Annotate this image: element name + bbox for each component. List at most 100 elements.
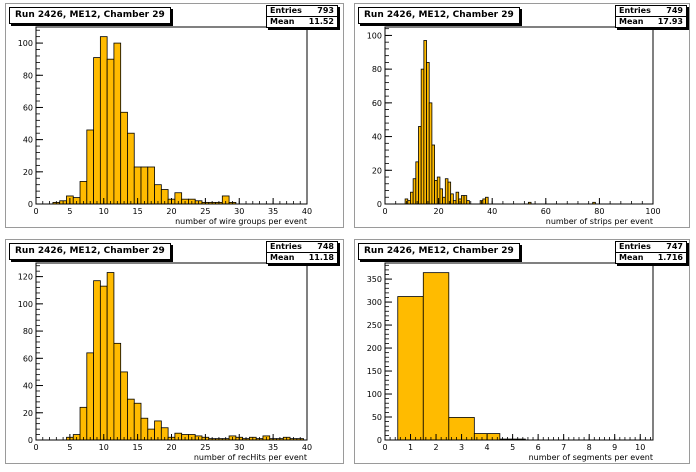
stats-box: Entries 749 Mean 17.93 <box>615 5 687 28</box>
stats-box: Entries 793 Mean 11.52 <box>266 5 338 28</box>
y-tick-label: 0 <box>28 436 33 445</box>
x-tick-label: 25 <box>200 207 210 216</box>
histogram-plot: 0 5 10 15 20 25 30 35 40 0 20 40 60 80 100 120 number of… <box>18 262 312 462</box>
y-tick-label: 40 <box>372 133 382 142</box>
y-tick-label: 0 <box>377 200 382 209</box>
x-axis-label: number of wire groups per event <box>175 217 307 226</box>
mean-label: Mean <box>270 17 295 26</box>
histogram-bar <box>407 200 411 205</box>
x-tick-label: 6 <box>536 443 541 452</box>
histogram-bar <box>463 195 468 205</box>
x-tick-label: 7 <box>561 443 566 452</box>
entries-value: 749 <box>666 6 683 15</box>
entries-value: 747 <box>666 242 683 251</box>
y-tick-label: 150 <box>367 367 382 376</box>
x-tick-label: 5 <box>67 207 72 216</box>
x-tick-label: 0 <box>382 443 387 452</box>
entries-label: Entries <box>270 6 302 15</box>
x-tick-label: 0 <box>33 443 38 452</box>
x-tick-label: 30 <box>234 443 244 452</box>
x-tick-label: 20 <box>166 443 176 452</box>
histogram-bar <box>466 200 470 205</box>
x-tick-label: 9 <box>612 443 617 452</box>
histogram-bar <box>99 285 108 441</box>
y-tick-label: 20 <box>23 409 33 418</box>
x-tick-label: 40 <box>302 207 312 216</box>
mean-value: 1.716 <box>657 253 683 262</box>
histogram-bar <box>79 181 88 205</box>
histogram-bar <box>450 193 454 205</box>
x-axis-label: number of strips per event <box>546 217 653 226</box>
histogram-bar <box>428 102 433 205</box>
y-tick-label: 100 <box>367 390 382 399</box>
x-axis-label: number of recHits per event <box>194 453 307 462</box>
y-tick-label: 120 <box>18 273 33 282</box>
plot-frame <box>35 26 308 205</box>
x-tick-label: 5 <box>510 443 515 452</box>
histogram-bar <box>423 40 427 205</box>
histogram-bar <box>426 62 430 205</box>
y-tick-label: 80 <box>23 327 33 336</box>
x-tick-label: 0 <box>33 207 38 216</box>
entries-label: Entries <box>619 6 651 15</box>
mean-value: 17.93 <box>657 17 683 26</box>
plot-frame <box>384 262 654 441</box>
histogram-title: Run 2426, ME12, Chamber 29 <box>358 7 520 24</box>
histogram-bar <box>442 196 446 205</box>
histogram-bar <box>444 178 449 205</box>
entries-label: Entries <box>619 242 651 251</box>
mean-label: Mean <box>619 253 644 262</box>
y-tick-label: 350 <box>367 275 382 284</box>
histogram-bar <box>147 166 155 205</box>
mean-value: 11.18 <box>308 253 334 262</box>
x-axis-label: number of segments per event <box>529 453 653 462</box>
histogram-bar <box>106 272 115 441</box>
y-tick-label: 40 <box>23 382 33 391</box>
histogram-bar <box>140 166 149 205</box>
histogram-bar <box>415 161 419 205</box>
x-tick-label: 8 <box>587 443 592 452</box>
x-tick-label: 40 <box>302 443 312 452</box>
histogram-bar <box>422 272 450 441</box>
histogram-bar <box>418 126 422 205</box>
histogram-title: Run 2426, ME12, Chamber 29 <box>358 243 520 260</box>
y-tick-label: 60 <box>372 99 382 108</box>
histogram-bar <box>397 296 424 441</box>
x-tick-label: 10 <box>99 207 109 216</box>
x-tick-label: 35 <box>268 207 278 216</box>
histogram-bar <box>93 280 101 441</box>
y-tick-label: 100 <box>18 300 33 309</box>
x-tick-label: 30 <box>234 207 244 216</box>
y-tick-label: 300 <box>367 298 382 307</box>
x-tick-label: 10 <box>635 443 645 452</box>
mean-label: Mean <box>270 253 295 262</box>
x-tick-label: 40 <box>487 207 497 216</box>
x-tick-label: 35 <box>268 443 278 452</box>
histogram-bar <box>434 179 438 205</box>
x-tick-label: 5 <box>67 443 72 452</box>
entries-value: 748 <box>317 242 334 251</box>
y-tick-label: 100 <box>367 31 382 40</box>
histogram-panel-rechits: 0 5 10 15 20 25 30 35 40 0 20 40 60 80 100 120 number of… <box>5 239 344 464</box>
histogram-bar <box>485 196 489 205</box>
y-tick-label: 250 <box>367 321 382 330</box>
x-tick-label: 2 <box>434 443 439 452</box>
histogram-plot: 0 1 2 3 4 5 6 7 8 9 10050100150200250300350number … <box>367 262 654 462</box>
entries-value: 793 <box>317 6 334 15</box>
stats-box: Entries 748 Mean 11.18 <box>266 241 338 264</box>
x-tick-label: 100 <box>645 207 660 216</box>
histogram-bar <box>127 398 135 441</box>
x-tick-label: 80 <box>594 207 604 216</box>
y-tick-label: 80 <box>23 71 33 80</box>
y-tick-label: 40 <box>23 136 33 145</box>
x-tick-label: 4 <box>485 443 490 452</box>
x-tick-label: 15 <box>133 207 143 216</box>
x-tick-label: 25 <box>200 443 210 452</box>
x-tick-label: 3 <box>459 443 464 452</box>
y-tick-label: 0 <box>28 200 33 209</box>
x-tick-label: 60 <box>541 207 551 216</box>
x-tick-label: 20 <box>434 207 444 216</box>
histogram-bar <box>140 417 149 441</box>
x-tick-label: 20 <box>166 207 176 216</box>
histogram-bar <box>412 178 417 205</box>
